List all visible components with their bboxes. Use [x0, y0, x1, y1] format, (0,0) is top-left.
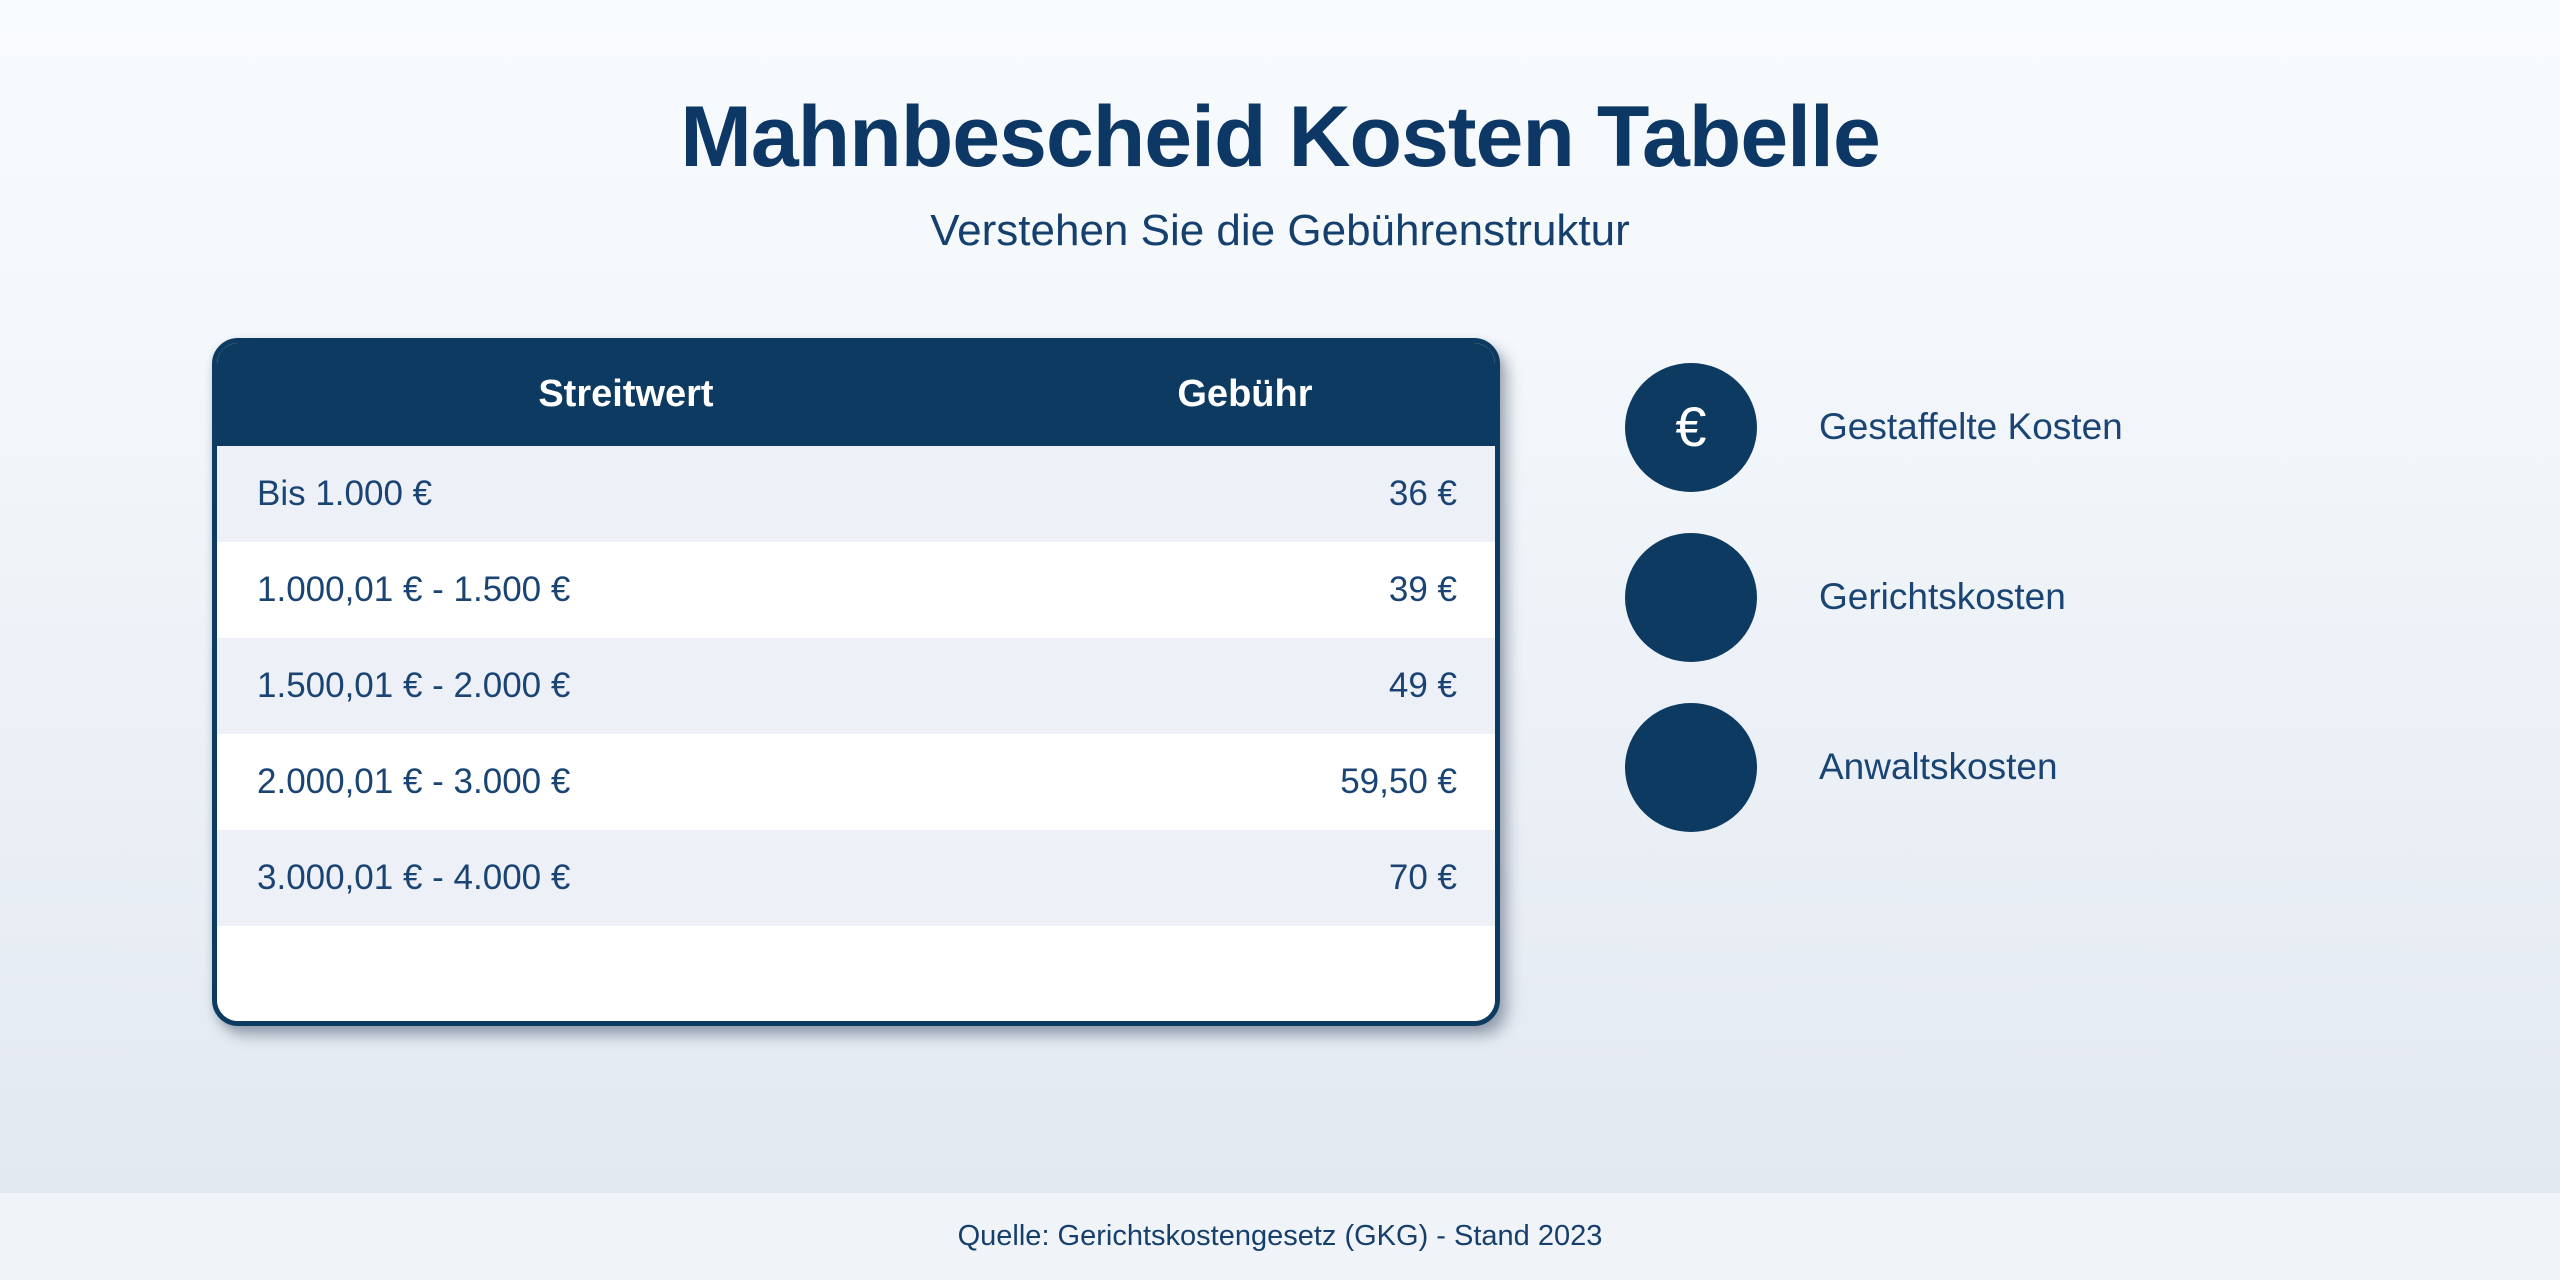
legend-label: Gerichtskosten: [1819, 576, 2066, 617]
source-text: Quelle: Gerichtskostengesetz (GKG) - Sta…: [957, 1220, 1603, 1252]
legend: € Gestaffelte Kosten Gerichtskosten Anwa…: [1625, 362, 2123, 872]
cell-gebuehr: 36 €: [1388, 474, 1457, 513]
table-row: 2.000,01 € - 3.000 € 59,50 €: [217, 734, 1495, 830]
table-header: Streitwert Gebühr: [217, 343, 1495, 446]
cell-streitwert: 1.500,01 € - 2.000 €: [257, 666, 571, 705]
cell-gebuehr: 59,50 €: [1340, 762, 1457, 801]
table-row: 3.000,01 € - 4.000 € 70 €: [217, 830, 1495, 926]
legend-item-anwaltskosten: Anwaltskosten: [1625, 702, 2123, 832]
cell-gebuehr: 70 €: [1388, 858, 1457, 897]
circle-icon: [1625, 702, 1757, 832]
table-empty-row: [217, 926, 1495, 1021]
footer-bar: Quelle: Gerichtskostengesetz (GKG) - Sta…: [0, 1193, 2560, 1280]
cost-table-card: Streitwert Gebühr Bis 1.000 € 36 € 1.000…: [212, 338, 1500, 1026]
page-title: Mahnbescheid Kosten Tabelle: [680, 89, 1881, 185]
column-header-gebuehr: Gebühr: [1177, 373, 1313, 415]
cell-gebuehr: 39 €: [1388, 570, 1457, 609]
cell-streitwert: 2.000,01 € - 3.000 €: [257, 762, 571, 801]
table-row: 1.000,01 € - 1.500 € 39 €: [217, 542, 1495, 638]
column-header-streitwert: Streitwert: [538, 373, 714, 415]
page-subtitle: Verstehen Sie die Gebührenstruktur: [930, 206, 1630, 255]
cell-streitwert: 3.000,01 € - 4.000 €: [257, 858, 571, 897]
cell-streitwert: 1.000,01 € - 1.500 €: [257, 570, 571, 609]
legend-label: Anwaltskosten: [1819, 746, 2058, 787]
table-row: Bis 1.000 € 36 €: [217, 446, 1495, 542]
cell-streitwert: Bis 1.000 €: [257, 474, 433, 513]
legend-item-gerichtskosten: Gerichtskosten: [1625, 532, 2123, 662]
circle-icon: [1625, 532, 1757, 662]
table-row: 1.500,01 € - 2.000 € 49 €: [217, 638, 1495, 734]
euro-symbol: €: [1675, 395, 1707, 458]
cell-gebuehr: 49 €: [1388, 666, 1457, 705]
legend-label: Gestaffelte Kosten: [1819, 406, 2123, 447]
euro-circle-icon: €: [1625, 362, 1757, 492]
legend-item-gestaffelte-kosten: € Gestaffelte Kosten: [1625, 362, 2123, 492]
